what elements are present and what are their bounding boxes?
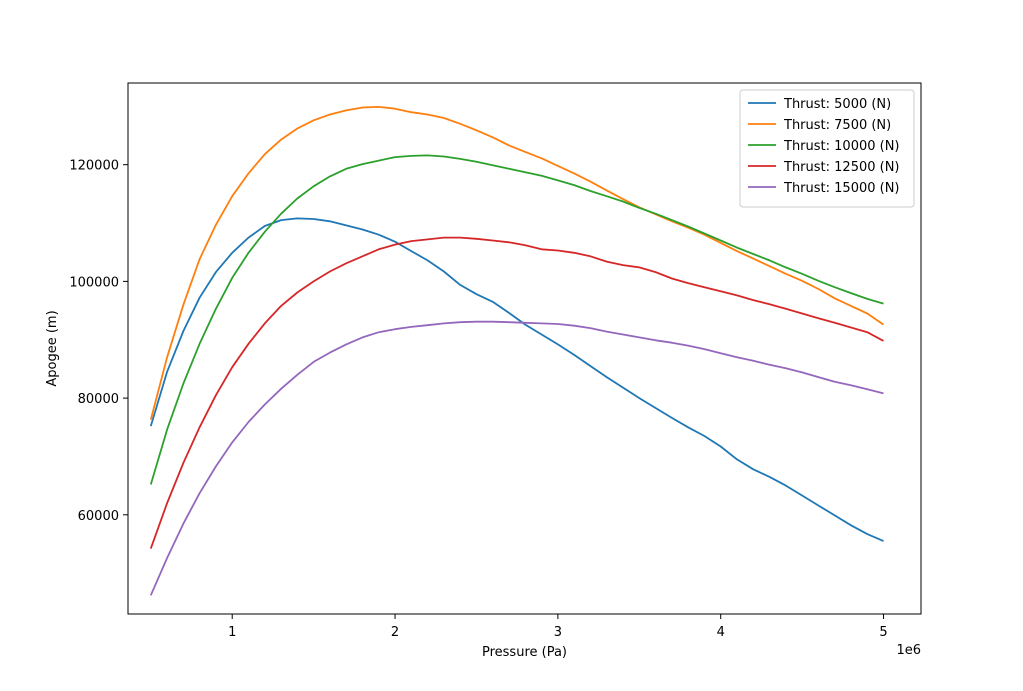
x-tick-label: 1 xyxy=(228,625,236,640)
y-tick-label: 80000 xyxy=(78,392,119,407)
series-layer xyxy=(149,106,885,596)
legend-box xyxy=(739,89,915,208)
x-tick-label: 4 xyxy=(717,625,725,640)
axes-frame xyxy=(127,82,922,615)
y-tick-label: 100000 xyxy=(69,275,119,290)
legend-entry-label: Thrust: 10000 (N) xyxy=(783,139,900,154)
y-tick-label: 60000 xyxy=(78,509,119,524)
x-axis-offset-label: 1e6 xyxy=(896,643,921,658)
x-tick-label: 3 xyxy=(554,625,562,640)
legend-entry-label: Thrust: 7500 (N) xyxy=(783,118,891,133)
x-tick-label: 2 xyxy=(391,625,399,640)
y-axis-ticks: 60000 80000 100000 120000 xyxy=(69,159,128,524)
legend-entry-label: Thrust: 5000 (N) xyxy=(783,97,891,112)
x-tick-label: 5 xyxy=(879,625,887,640)
series-line-2 xyxy=(149,106,885,420)
series-line-5 xyxy=(149,320,884,596)
series-line-3 xyxy=(149,154,884,485)
y-tick-label: 120000 xyxy=(69,159,119,174)
legend-entry-label: Thrust: 12500 (N) xyxy=(783,160,900,175)
y-axis-label: Apogee (m) xyxy=(45,310,60,386)
series-line-4 xyxy=(149,236,884,549)
legend: Thrust: 5000 (N) Thrust: 7500 (N) Thrust: … xyxy=(739,89,915,208)
x-axis-label: Pressure (Pa) xyxy=(482,645,567,660)
x-axis-ticks: 1 2 3 4 5 xyxy=(228,614,888,640)
legend-entry-label: Thrust: 15000 (N) xyxy=(783,181,900,196)
